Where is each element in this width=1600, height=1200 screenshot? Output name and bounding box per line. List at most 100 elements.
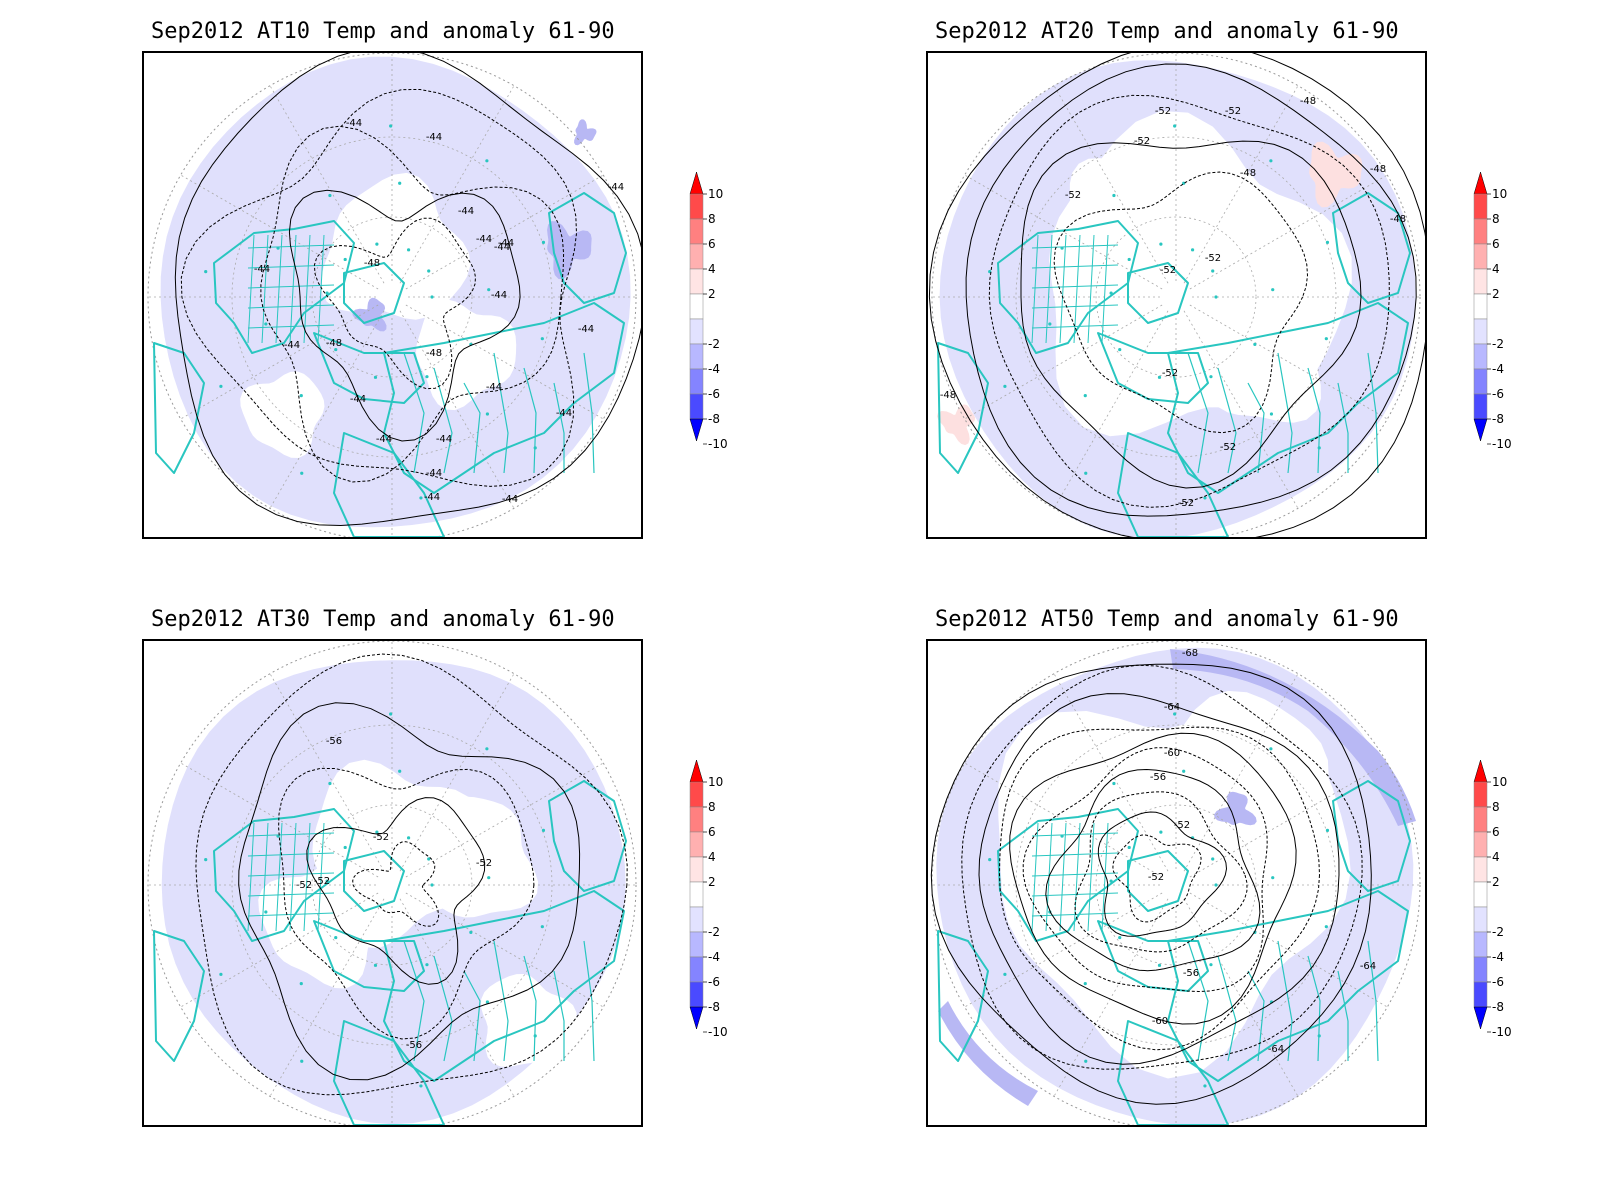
border-line: [1217, 955, 1237, 1062]
island: [1324, 925, 1328, 929]
colorbar-segment: [1473, 243, 1488, 270]
colorbar-min-arrow: [1473, 1006, 1488, 1030]
meridian-line: [405, 762, 604, 878]
island: [1003, 972, 1007, 976]
island: [1084, 471, 1088, 475]
border-line: [247, 912, 335, 917]
coastline: [1117, 432, 1229, 537]
colorbar-segment: [689, 318, 704, 345]
island: [485, 159, 489, 163]
contour-label: -44: [426, 132, 442, 143]
panel-title: Sep2012 AT20 Temp and anomaly 61-90: [935, 19, 1399, 44]
island: [1157, 375, 1162, 379]
island: [406, 836, 411, 840]
polar-map: -56-52-52-52-52-56: [147, 641, 637, 1125]
border-line: [1277, 940, 1293, 1062]
contour-label: -44: [350, 394, 366, 405]
meridian-line: [1189, 174, 1388, 290]
coastline: [1097, 332, 1209, 404]
meridian-line: [399, 85, 515, 284]
isotherm: [928, 53, 1425, 537]
isotherm: [1053, 171, 1309, 434]
contour-label: -52: [1162, 368, 1178, 379]
isotherm: [174, 53, 641, 527]
border-line: [493, 940, 509, 1062]
colorbar-segment: [1473, 268, 1488, 295]
coastline: [1127, 850, 1189, 912]
meridian-line: [405, 892, 604, 1008]
island: [1173, 124, 1177, 128]
meridian-line: [405, 174, 604, 290]
colorbar-segment: [1473, 343, 1488, 370]
border-line: [1187, 352, 1209, 474]
border-line: [1307, 367, 1321, 474]
border-line: [247, 234, 255, 344]
anomaly-patch: [1170, 649, 1416, 826]
border-line: [1087, 822, 1095, 932]
island: [1214, 883, 1218, 887]
colorbar-segment: [1473, 318, 1488, 345]
island: [328, 193, 332, 198]
island: [1109, 879, 1113, 883]
island: [469, 930, 473, 934]
meridian-line: [964, 762, 1163, 878]
island: [1003, 384, 1007, 388]
contour-label: -52: [1155, 106, 1171, 117]
meridian-line: [1053, 673, 1169, 872]
island: [389, 124, 393, 128]
border-line: [247, 324, 335, 329]
border-line: [1031, 304, 1119, 309]
border-line: [261, 234, 269, 344]
meridian-line: [399, 898, 515, 1097]
colorbar-tick-label: 10: [708, 775, 723, 789]
island: [1118, 935, 1122, 940]
meridian-line: [1189, 762, 1388, 878]
coastline: [1332, 780, 1411, 892]
island: [540, 925, 544, 929]
island: [406, 248, 411, 252]
contour-label: -60: [1152, 1016, 1168, 1027]
colorbar-tick-label: -8: [1492, 1000, 1504, 1014]
coastline: [1332, 192, 1411, 304]
island: [1159, 830, 1163, 834]
anomaly-patch: [352, 297, 387, 332]
contour-label: -52: [1225, 106, 1241, 117]
neutral-area: [321, 172, 471, 320]
island: [1211, 857, 1215, 861]
colorbar-segment: [689, 368, 704, 395]
border-line: [553, 970, 565, 1061]
island: [325, 291, 329, 295]
island: [325, 879, 329, 883]
island: [398, 181, 402, 185]
contour-label: -52: [476, 858, 492, 869]
meridian-line: [180, 892, 379, 1008]
isotherm: [313, 217, 477, 390]
polar-map: -68 -64 -60 -56 -52 -52 -56 -60 -64 -64: [930, 641, 1421, 1125]
border-line: [1031, 822, 1039, 932]
contour-label: -44: [346, 118, 362, 129]
border-line: [247, 264, 335, 269]
contour-label: -52: [1174, 820, 1190, 831]
isotherm: [1074, 791, 1248, 953]
meridian-line: [405, 304, 604, 420]
island: [1084, 1059, 1088, 1063]
border-line: [1045, 234, 1053, 344]
border-line: [289, 822, 297, 932]
contour-label: -44: [486, 382, 502, 393]
colorbar-segment: [1473, 293, 1488, 320]
border-line: [553, 382, 565, 473]
border-line: [1307, 955, 1321, 1062]
contour-label: -48: [1390, 214, 1406, 225]
coastline: [1097, 920, 1209, 992]
colorbar-tick-label: 10: [1492, 775, 1507, 789]
isotherm: [278, 767, 535, 1040]
meridian-line: [180, 174, 379, 290]
contour-label: -56: [1150, 772, 1166, 783]
colorbar-max-arrow: [1473, 759, 1488, 783]
colorbar-segment: [689, 393, 704, 420]
contour-label: -52: [1205, 253, 1221, 264]
island: [427, 269, 431, 273]
contour-label: -52: [1160, 265, 1176, 276]
latitude-circle: [147, 641, 637, 1125]
panel-title: Sep2012 AT30 Temp and anomaly 61-90: [151, 607, 615, 632]
